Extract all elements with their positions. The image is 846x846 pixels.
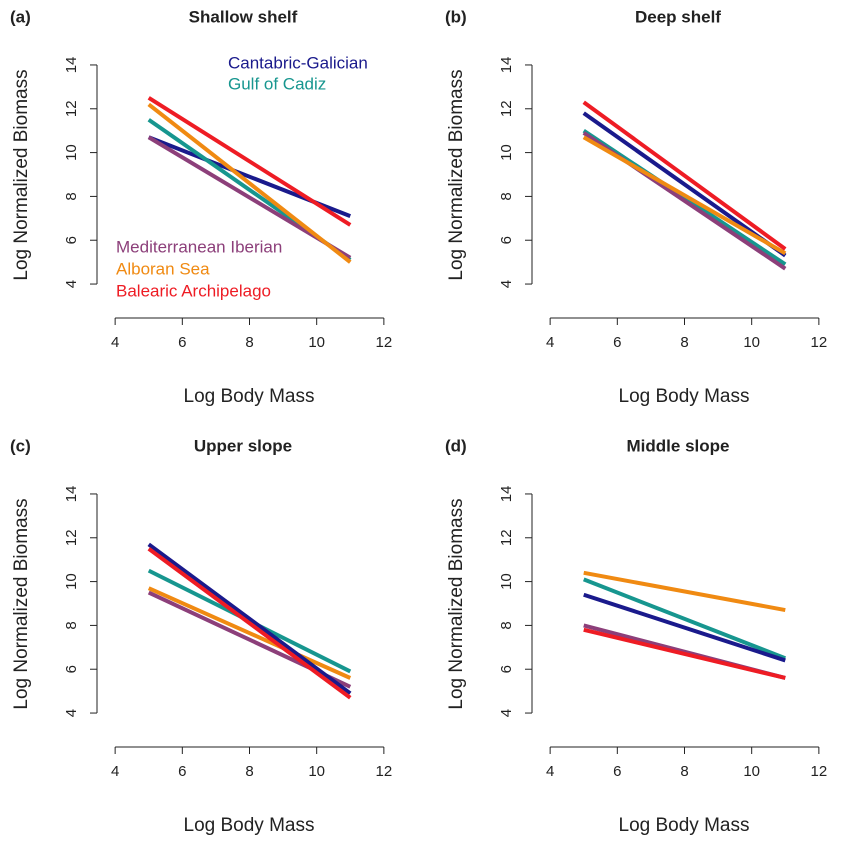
panel-title: Middle slope <box>627 436 730 455</box>
x-axis-title: Log Body Mass <box>619 386 750 407</box>
series-line <box>583 627 786 680</box>
y-tick-label: 14 <box>63 57 80 74</box>
panel-title: Shallow shelf <box>189 7 298 26</box>
x-axis-title: Log Body Mass <box>184 815 315 836</box>
x-axis-title: Log Body Mass <box>619 815 750 836</box>
legend-entry: Mediterranean Iberian <box>116 237 282 256</box>
y-tick-label: 8 <box>498 621 515 629</box>
x-tick-label: 10 <box>743 763 760 780</box>
x-tick-label: 4 <box>111 334 119 351</box>
panel-label: (c) <box>10 436 31 455</box>
x-tick-label: 12 <box>811 763 828 780</box>
series-line <box>147 586 352 680</box>
series-line <box>147 547 352 700</box>
x-tick-label: 10 <box>308 763 325 780</box>
x-tick-label: 8 <box>245 334 253 351</box>
y-tick-label: 12 <box>63 529 80 546</box>
y-tick-label: 4 <box>63 709 80 717</box>
x-tick-label: 4 <box>111 763 119 780</box>
legend-entry: Gulf of Cadiz <box>228 74 326 93</box>
y-axis-title: Log Normalized Biomass <box>446 69 467 280</box>
y-axis-title: Log Normalized Biomass <box>446 498 467 709</box>
y-tick-label: 6 <box>498 665 515 673</box>
panel: (c) Upper slope Log Body Mass Log Normalize… <box>10 436 392 836</box>
x-tick-label: 10 <box>308 334 325 351</box>
y-tick-label: 12 <box>63 100 80 117</box>
y-tick-label: 4 <box>498 280 515 288</box>
panel-label: (d) <box>445 436 467 455</box>
x-tick-label: 6 <box>613 334 621 351</box>
y-tick-label: 6 <box>63 236 80 244</box>
y-tick-label: 4 <box>498 709 515 717</box>
panel-title: Upper slope <box>194 436 292 455</box>
x-tick-label: 12 <box>376 334 393 351</box>
legend-entry: Balearic Archipelago <box>116 281 271 300</box>
panel-title: Deep shelf <box>635 7 721 26</box>
panel: (a) Shallow shelf Log Body Mass Log Normali… <box>10 7 392 407</box>
x-tick-label: 8 <box>680 334 688 351</box>
series-line <box>582 100 787 251</box>
y-tick-label: 10 <box>498 144 515 161</box>
x-axis-title: Log Body Mass <box>184 386 315 407</box>
y-axis-title: Log Normalized Biomass <box>11 69 32 280</box>
x-tick-label: 6 <box>178 334 186 351</box>
panel: (b) Deep shelf Log Body Mass Log Normalized… <box>445 7 827 407</box>
y-tick-label: 12 <box>498 100 515 117</box>
series-line <box>583 577 786 661</box>
panel-label: (a) <box>10 7 31 26</box>
panel-label: (b) <box>445 7 467 26</box>
x-tick-label: 8 <box>245 763 253 780</box>
x-tick-label: 8 <box>680 763 688 780</box>
series-line <box>147 542 352 695</box>
x-tick-label: 4 <box>546 763 554 780</box>
x-tick-label: 6 <box>613 763 621 780</box>
x-tick-label: 12 <box>376 763 393 780</box>
legend-entry: Cantabric-Galician <box>228 53 368 72</box>
x-tick-label: 12 <box>811 334 828 351</box>
x-tick-label: 10 <box>743 334 760 351</box>
legend-entry: Alboran Sea <box>116 259 210 278</box>
y-tick-label: 14 <box>498 57 515 74</box>
panel: (d) Middle slope Log Body Mass Log Normaliz… <box>445 436 827 836</box>
y-tick-label: 6 <box>63 665 80 673</box>
y-tick-label: 8 <box>63 192 80 200</box>
x-tick-label: 6 <box>178 763 186 780</box>
series-line <box>147 102 352 264</box>
y-tick-label: 12 <box>498 529 515 546</box>
y-tick-label: 10 <box>498 573 515 590</box>
y-tick-label: 10 <box>63 144 80 161</box>
y-tick-label: 6 <box>498 236 515 244</box>
y-tick-label: 14 <box>498 486 515 503</box>
y-tick-label: 10 <box>63 573 80 590</box>
series-line <box>583 570 786 613</box>
series-line <box>147 96 352 227</box>
x-tick-label: 4 <box>546 334 554 351</box>
y-axis-title: Log Normalized Biomass <box>11 498 32 709</box>
y-tick-label: 8 <box>498 192 515 200</box>
y-tick-label: 4 <box>63 280 80 288</box>
y-tick-label: 8 <box>63 621 80 629</box>
series-line <box>583 592 786 663</box>
y-tick-label: 14 <box>63 486 80 503</box>
series-line <box>582 135 787 256</box>
